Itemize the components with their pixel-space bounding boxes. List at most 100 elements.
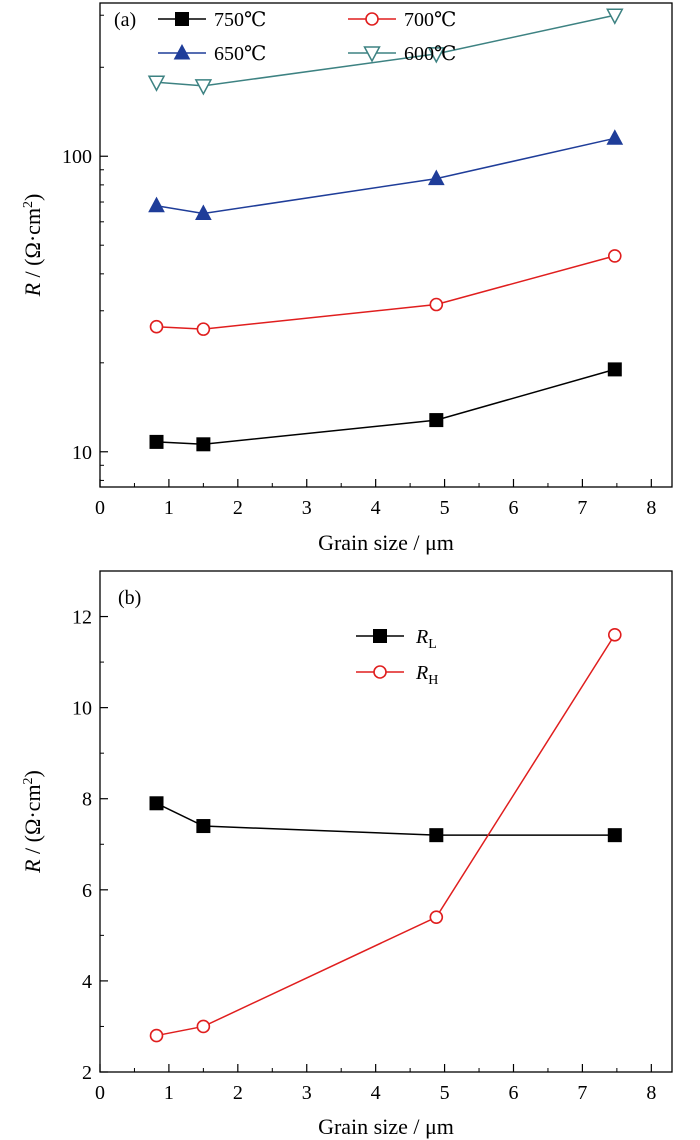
y-axis-label: R / (Ω·cm2) bbox=[20, 194, 45, 298]
y-axis-label-unit: / (Ω·cm bbox=[20, 784, 45, 859]
data-point bbox=[149, 796, 164, 811]
y-tick-label: 4 bbox=[82, 971, 92, 993]
y-tick-label: 100 bbox=[62, 146, 92, 168]
data-point bbox=[607, 828, 622, 843]
y-axis-label-close: ) bbox=[20, 194, 45, 201]
y-tick-label: 10 bbox=[72, 442, 92, 464]
data-point bbox=[607, 627, 622, 642]
series-1 bbox=[149, 627, 622, 1043]
x-tick-label: 7 bbox=[577, 497, 587, 519]
x-tick-label: 2 bbox=[233, 497, 243, 519]
y-tick-label: 6 bbox=[82, 880, 92, 902]
data-point bbox=[606, 129, 624, 145]
data-point bbox=[607, 362, 622, 377]
x-tick-label: 3 bbox=[302, 497, 312, 519]
x-tick-label: 8 bbox=[646, 1082, 656, 1104]
plot-frame bbox=[99, 570, 673, 1073]
series-line bbox=[156, 368, 616, 446]
y-axis-label-var: R bbox=[20, 282, 45, 297]
x-tick-label: 7 bbox=[577, 1082, 587, 1104]
legend-item: RL bbox=[356, 626, 437, 652]
x-tick-label: 1 bbox=[164, 497, 174, 519]
y-axis-ticks: 10 100 bbox=[62, 14, 108, 481]
data-point bbox=[427, 47, 446, 64]
y-axis-label: R / (Ω·cm2) bbox=[20, 770, 45, 874]
legend-label-main: R bbox=[415, 662, 428, 684]
legend-label: 750℃ bbox=[214, 9, 266, 31]
x-tick-label: 6 bbox=[508, 497, 518, 519]
legend-label-sub: L bbox=[428, 637, 437, 652]
series-3 bbox=[147, 8, 624, 96]
legend-label: RL bbox=[415, 626, 437, 652]
data-point bbox=[149, 319, 164, 334]
legend-label: 700℃ bbox=[404, 9, 456, 31]
legend-label-main: R bbox=[415, 626, 428, 648]
data-point bbox=[427, 169, 445, 186]
legend-item: 700℃ bbox=[348, 9, 456, 31]
data-point bbox=[196, 437, 211, 452]
x-tick-label: 8 bbox=[646, 497, 656, 519]
y-axis-label-var: R bbox=[20, 859, 45, 874]
legend-label: 650℃ bbox=[214, 43, 266, 65]
y-tick-label: 10 bbox=[72, 698, 92, 720]
x-axis-label: Grain size / μm bbox=[318, 530, 454, 555]
y-tick-label: 2 bbox=[82, 1062, 92, 1084]
x-tick-label: 0 bbox=[95, 1082, 105, 1104]
y-tick-label: 8 bbox=[82, 789, 92, 811]
x-tick-label: 5 bbox=[440, 497, 450, 519]
data-point bbox=[607, 249, 622, 263]
legend-marker bbox=[365, 12, 379, 26]
x-axis-ticks: 0 1 2 3 4 5 6 7 8 bbox=[95, 479, 656, 519]
data-point bbox=[429, 910, 444, 924]
series-1 bbox=[149, 249, 622, 336]
series-0 bbox=[149, 362, 622, 452]
data-point bbox=[429, 828, 444, 843]
x-tick-label: 4 bbox=[371, 497, 381, 519]
x-tick-label: 6 bbox=[508, 1082, 518, 1104]
x-tick-label: 0 bbox=[95, 497, 105, 519]
y-axis-label-sup: 2 bbox=[21, 201, 36, 208]
series-line bbox=[156, 137, 615, 215]
x-tick-label: 5 bbox=[440, 1082, 450, 1104]
data-point bbox=[429, 297, 444, 312]
data-point bbox=[148, 196, 165, 213]
legend-item: RH bbox=[356, 662, 438, 688]
plot-frame bbox=[99, 2, 673, 488]
x-tick-label: 3 bbox=[302, 1082, 312, 1104]
legend-marker bbox=[363, 46, 381, 63]
legend-marker bbox=[373, 665, 387, 679]
y-axis-label-unit: / (Ω·cm bbox=[20, 208, 45, 283]
y-tick-label: 12 bbox=[72, 607, 92, 629]
series-0 bbox=[149, 796, 622, 843]
legend-label-sub: H bbox=[428, 673, 438, 688]
data-point bbox=[195, 204, 212, 221]
data-point bbox=[149, 1028, 164, 1043]
data-point bbox=[147, 75, 166, 92]
legend-marker bbox=[373, 629, 387, 643]
data-point bbox=[606, 8, 624, 25]
legend-label: RH bbox=[415, 662, 438, 688]
legend-marker bbox=[173, 43, 191, 60]
series-line bbox=[156, 14, 615, 87]
data-point bbox=[196, 322, 211, 336]
series-2 bbox=[148, 129, 624, 221]
data-point bbox=[149, 434, 164, 449]
panel-label: (a) bbox=[114, 9, 136, 31]
data-point bbox=[194, 79, 213, 96]
x-tick-label: 4 bbox=[371, 1082, 381, 1104]
legend-item: 600℃ bbox=[348, 43, 456, 65]
y-axis-ticks: 2 4 6 8 10 12 bbox=[72, 607, 108, 1084]
x-tick-label: 1 bbox=[164, 1082, 174, 1104]
legend-marker bbox=[175, 12, 189, 26]
x-axis-label: Grain size / μm bbox=[318, 1114, 454, 1139]
y-axis-label-close: ) bbox=[20, 770, 45, 777]
series-line bbox=[156, 634, 616, 1037]
legend-a: 750℃ 700℃ 650℃ 600℃ bbox=[158, 9, 456, 65]
x-axis-ticks: 0 1 2 3 4 5 6 7 8 bbox=[95, 1064, 656, 1104]
x-tick-label: 2 bbox=[233, 1082, 243, 1104]
data-point bbox=[429, 413, 444, 428]
